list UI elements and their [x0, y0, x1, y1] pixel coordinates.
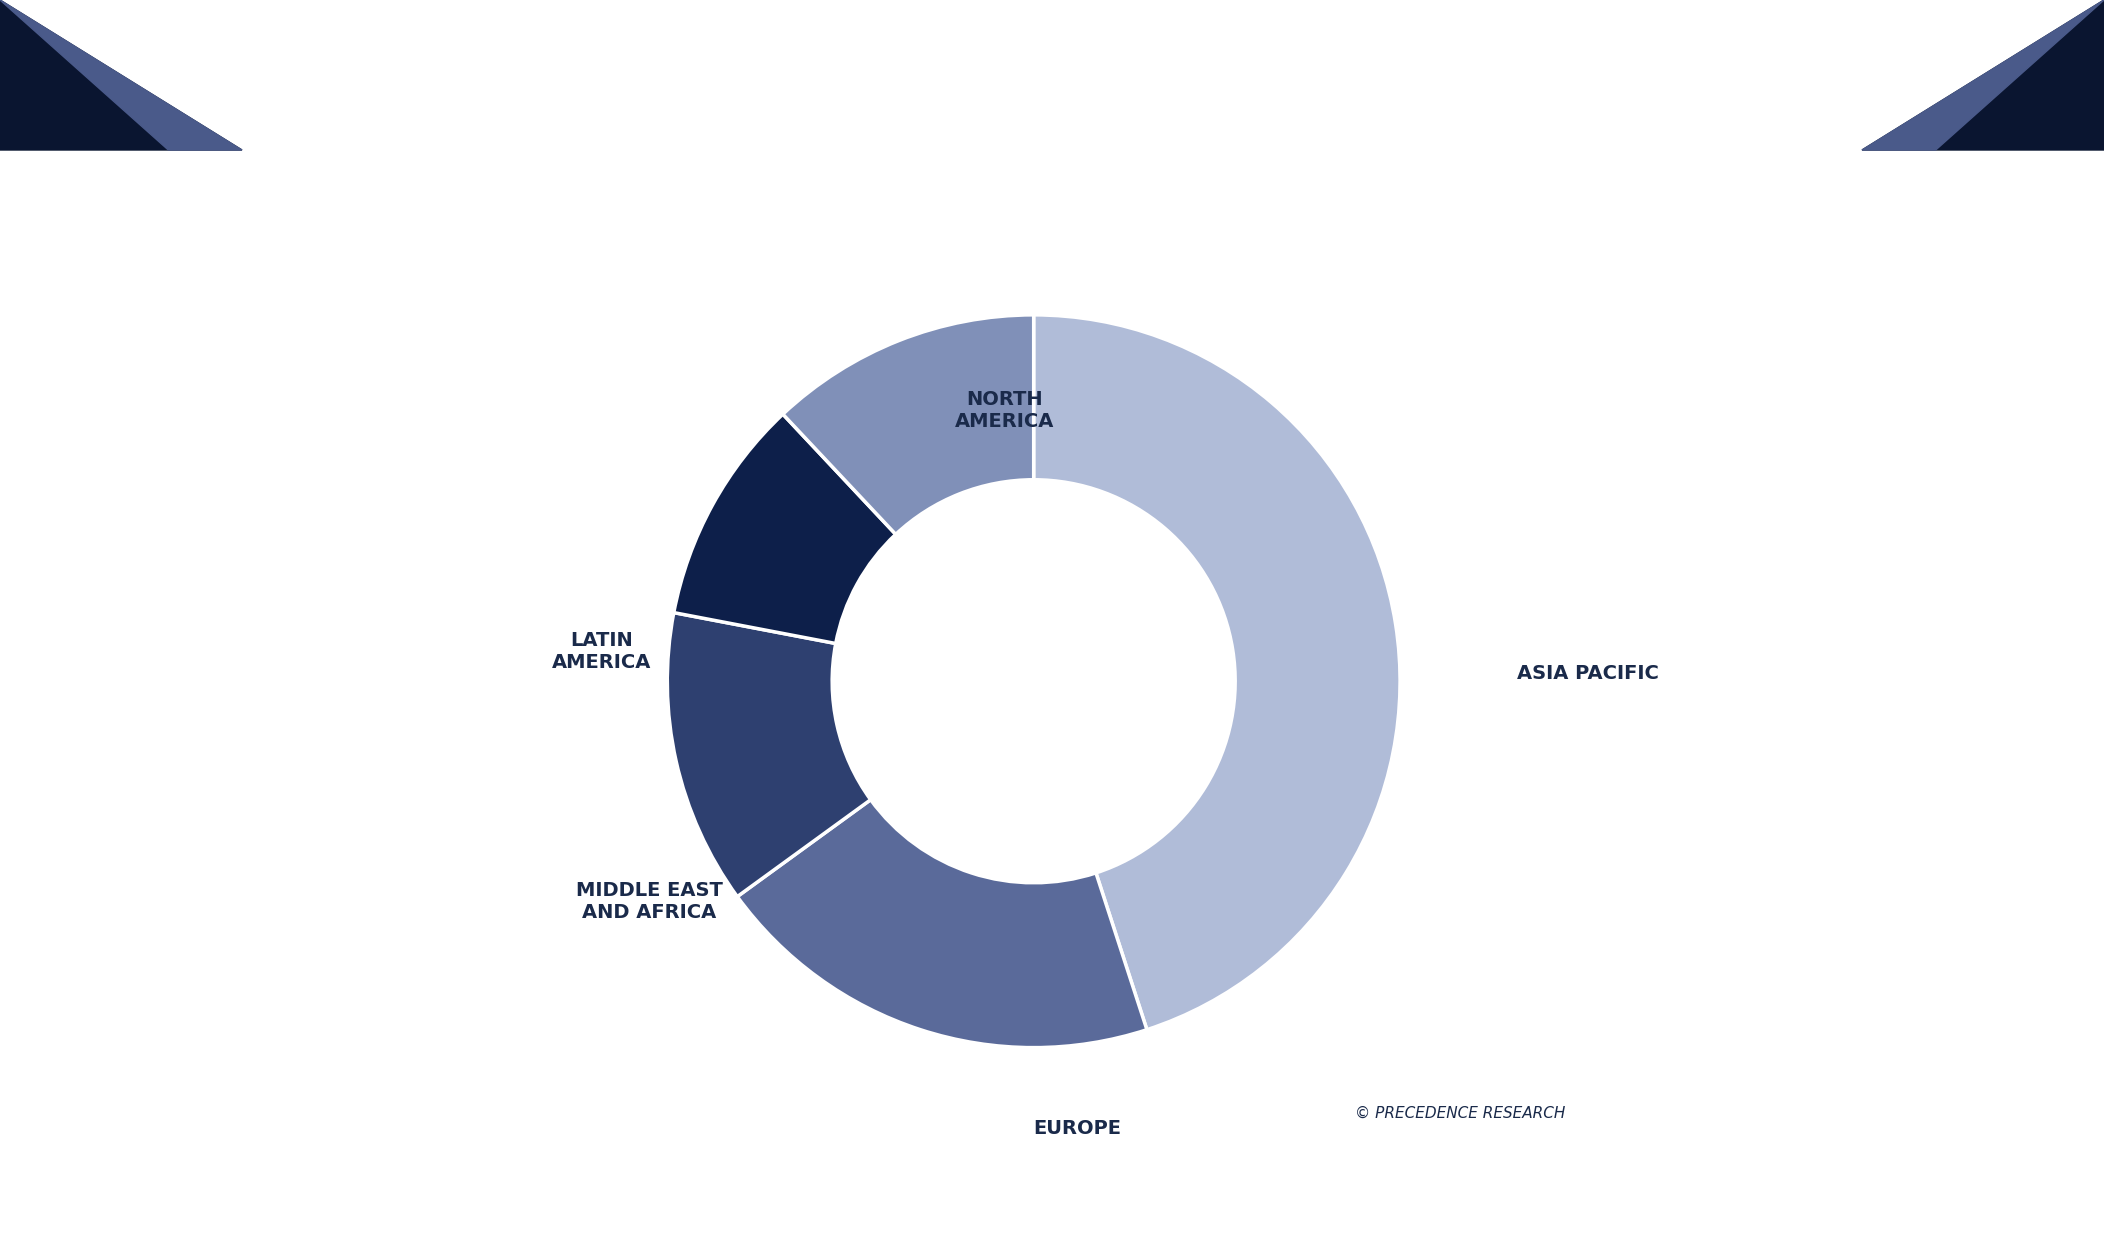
Wedge shape	[1033, 315, 1399, 1030]
Text: MIDDLE EAST
AND AFRICA: MIDDLE EAST AND AFRICA	[576, 880, 722, 921]
Text: LATIN
AMERICA: LATIN AMERICA	[551, 631, 650, 672]
Wedge shape	[736, 800, 1147, 1048]
Text: ASIA PACIFIC: ASIA PACIFIC	[1517, 665, 1660, 684]
Wedge shape	[667, 612, 871, 896]
Text: NORTH
AMERICA: NORTH AMERICA	[955, 390, 1054, 431]
Polygon shape	[0, 0, 242, 150]
Text: © PRECEDENCE RESEARCH: © PRECEDENCE RESEARCH	[1355, 1106, 1565, 1121]
Wedge shape	[673, 414, 896, 644]
Text: EUROPE: EUROPE	[1033, 1119, 1121, 1138]
Wedge shape	[783, 315, 1033, 534]
Text: FLOATING SOLAR MARKET SHARE, BY REGION, 2020 (%): FLOATING SOLAR MARKET SHARE, BY REGION, …	[574, 60, 1530, 90]
Polygon shape	[0, 0, 242, 150]
Polygon shape	[1862, 0, 2104, 150]
Polygon shape	[1862, 0, 2104, 150]
